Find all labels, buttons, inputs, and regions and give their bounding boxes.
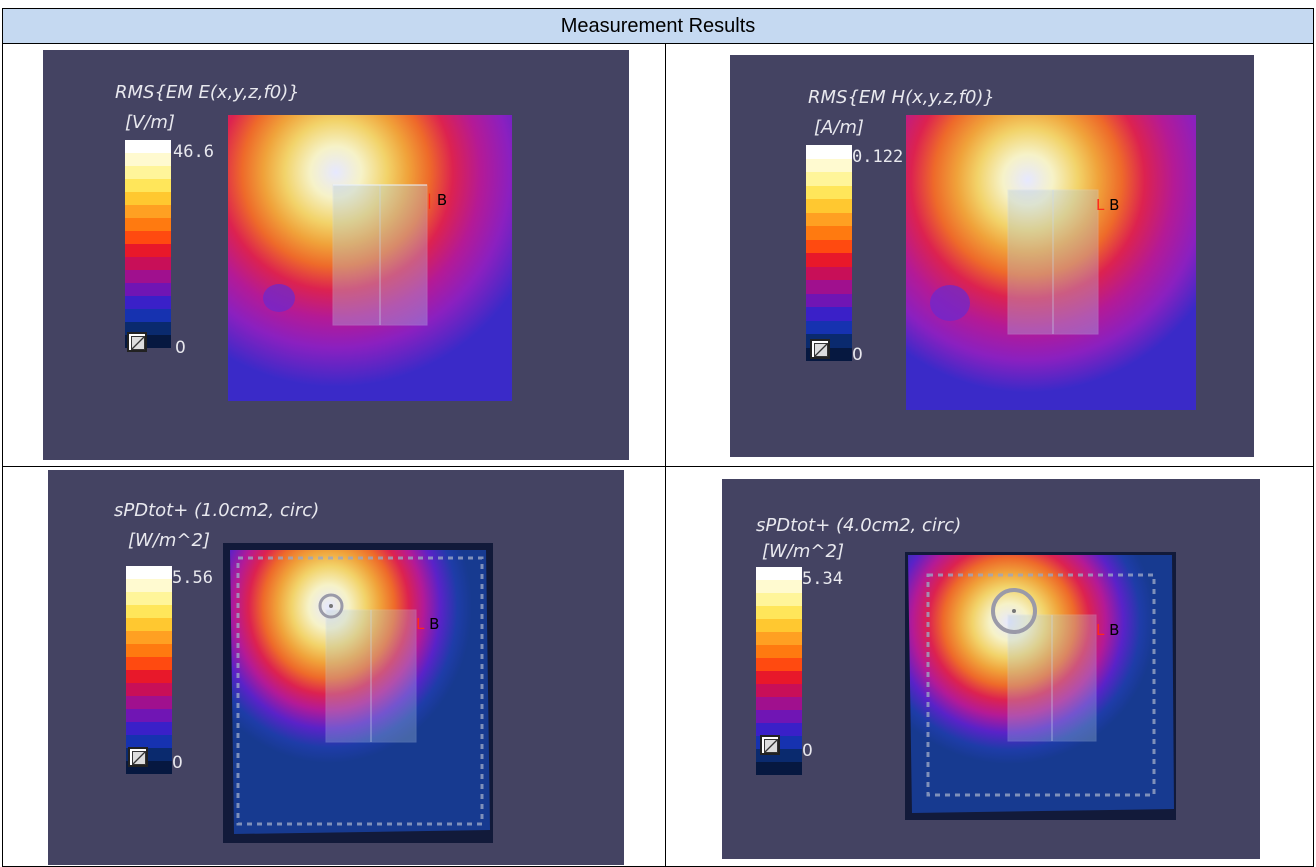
scale-toggle-icon[interactable]: [760, 735, 780, 755]
e-field-colorbar: [125, 140, 171, 348]
table-header: Measurement Results: [2, 8, 1314, 44]
h-field-min: 0: [852, 345, 863, 365]
header-title: Measurement Results: [560, 15, 756, 37]
spd-1cm2-heatmap: [223, 543, 493, 843]
spd-1cm2-max: 5.56: [172, 568, 213, 588]
spd-4cm2-title: sPDtot+ (4.0cm2, circ): [756, 515, 962, 536]
h-field-axis-marker: L B: [1096, 196, 1120, 214]
e-field-min: 0: [175, 338, 186, 358]
spd-1cm2-unit: [W/m^2]: [128, 530, 210, 551]
scale-toggle-icon[interactable]: [810, 339, 830, 359]
spd-1cm2-axis-marker: L B: [416, 615, 440, 633]
h-field-max: 0.122: [852, 147, 904, 167]
h-field-title: RMS{EM H(x,y,z,f0)}: [808, 87, 995, 108]
spd-1cm2-title: sPDtot+ (1.0cm2, circ): [114, 500, 320, 521]
spd-1cm2-min: 0: [172, 753, 183, 773]
spd-4cm2-marker-label: B: [1109, 621, 1120, 639]
e-field-marker-label: B: [436, 191, 448, 209]
spd-4cm2-min: 0: [802, 741, 813, 761]
spd-1cm2-marker-label: B: [429, 615, 440, 633]
h-field-unit: [A/m]: [814, 117, 864, 138]
e-field-unit: [V/m]: [125, 112, 175, 133]
spd-1cm2-plot: sPDtot+ (1.0cm2, circ) [W/m^2] 5.56 0 L …: [48, 470, 624, 865]
h-field-heatmap: [906, 115, 1196, 410]
spd-4cm2-max: 5.34: [802, 569, 843, 589]
e-field-title: RMS{EM E(x,y,z,f0)}: [115, 82, 300, 103]
scale-toggle-icon[interactable]: [127, 332, 147, 352]
e-field-heatmap: [228, 115, 512, 401]
scale-toggle-icon[interactable]: [128, 747, 148, 767]
h-field-colorbar: [806, 145, 852, 361]
e-field-axis-marker: | B: [427, 191, 448, 209]
spd-4cm2-plot: sPDtot+ (4.0cm2, circ) [W/m^2] 5.34 0 L …: [722, 479, 1260, 859]
e-field-plot: RMS{EM E(x,y,z,f0)} [V/m] 46.6 0 | B: [43, 50, 629, 460]
spd-4cm2-unit: [W/m^2]: [762, 541, 844, 562]
spd-4cm2-colorbar: [756, 567, 802, 775]
spd-4cm2-axis-marker: L B: [1096, 621, 1120, 639]
h-field-plot: RMS{EM H(x,y,z,f0)} [A/m] 0.122 0 L B: [730, 55, 1254, 457]
e-field-max: 46.6: [173, 142, 214, 162]
spd-4cm2-heatmap: [905, 552, 1176, 820]
h-field-marker-label: B: [1109, 196, 1120, 214]
spd-1cm2-colorbar: [126, 566, 172, 774]
